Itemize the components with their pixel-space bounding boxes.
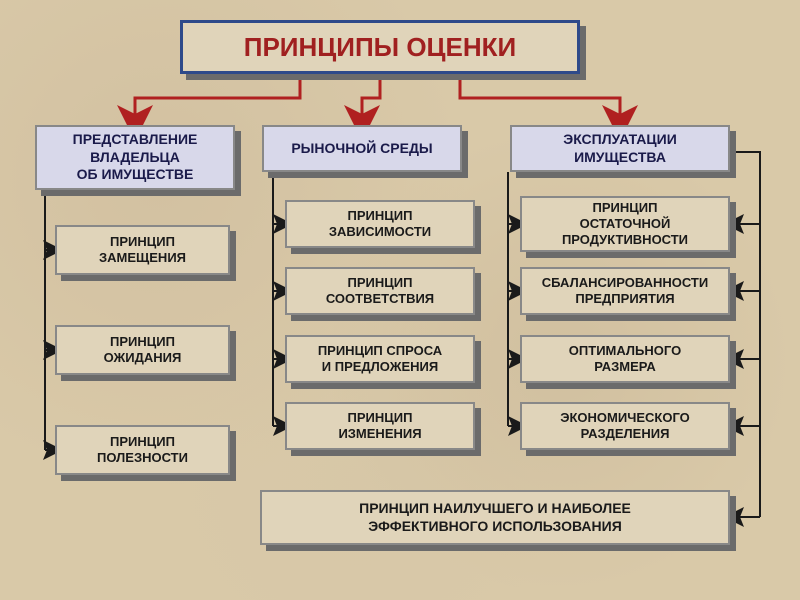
c3a-label: ПРИНЦИП ОСТАТОЧНОЙ ПРОДУКТИВНОСТИ xyxy=(562,200,688,249)
c2c-label: ПРИНЦИП СПРОСА И ПРЕДЛОЖЕНИЯ xyxy=(318,343,442,376)
c1a: ПРИНЦИП ЗАМЕЩЕНИЯ xyxy=(55,225,230,275)
bottom: ПРИНЦИП НАИЛУЧШЕГО И НАИБОЛЕЕ ЭФФЕКТИВНО… xyxy=(260,490,730,545)
cat1: ПРЕДСТАВЛЕНИЕ ВЛАДЕЛЬЦА ОБ ИМУЩЕСТВЕ xyxy=(35,125,235,190)
c1c: ПРИНЦИП ПОЛЕЗНОСТИ xyxy=(55,425,230,475)
c1b-label: ПРИНЦИП ОЖИДАНИЯ xyxy=(104,334,182,367)
c1b: ПРИНЦИП ОЖИДАНИЯ xyxy=(55,325,230,375)
cat2: РЫНОЧНОЙ СРЕДЫ xyxy=(262,125,462,172)
c2d-label: ПРИНЦИП ИЗМЕНЕНИЯ xyxy=(338,410,421,443)
c1c-label: ПРИНЦИП ПОЛЕЗНОСТИ xyxy=(97,434,188,467)
bottom-label: ПРИНЦИП НАИЛУЧШЕГО И НАИБОЛЕЕ ЭФФЕКТИВНО… xyxy=(359,500,631,535)
cat3-label: ЭКСПЛУАТАЦИИ ИМУЩЕСТВА xyxy=(563,131,677,166)
c3d-label: ЭКОНОМИЧЕСКОГО РАЗДЕЛЕНИЯ xyxy=(560,410,690,443)
title-box: ПРИНЦИПЫ ОЦЕНКИ xyxy=(180,20,580,74)
c1a-label: ПРИНЦИП ЗАМЕЩЕНИЯ xyxy=(99,234,186,267)
c3c: ОПТИМАЛЬНОГО РАЗМЕРА xyxy=(520,335,730,383)
c2b-label: ПРИНЦИП СООТВЕТСТВИЯ xyxy=(326,275,434,308)
c3b: СБАЛАНСИРОВАННОСТИ ПРЕДПРИЯТИЯ xyxy=(520,267,730,315)
title-box-label: ПРИНЦИПЫ ОЦЕНКИ xyxy=(244,31,516,64)
c3c-label: ОПТИМАЛЬНОГО РАЗМЕРА xyxy=(569,343,681,376)
c2c: ПРИНЦИП СПРОСА И ПРЕДЛОЖЕНИЯ xyxy=(285,335,475,383)
c3d: ЭКОНОМИЧЕСКОГО РАЗДЕЛЕНИЯ xyxy=(520,402,730,450)
c2a-label: ПРИНЦИП ЗАВИСИМОСТИ xyxy=(329,208,431,241)
cat2-label: РЫНОЧНОЙ СРЕДЫ xyxy=(291,140,432,158)
c2d: ПРИНЦИП ИЗМЕНЕНИЯ xyxy=(285,402,475,450)
cat1-label: ПРЕДСТАВЛЕНИЕ ВЛАДЕЛЬЦА ОБ ИМУЩЕСТВЕ xyxy=(73,131,198,184)
c2b: ПРИНЦИП СООТВЕТСТВИЯ xyxy=(285,267,475,315)
c3b-label: СБАЛАНСИРОВАННОСТИ ПРЕДПРИЯТИЯ xyxy=(542,275,708,308)
cat3: ЭКСПЛУАТАЦИИ ИМУЩЕСТВА xyxy=(510,125,730,172)
c2a: ПРИНЦИП ЗАВИСИМОСТИ xyxy=(285,200,475,248)
c3a: ПРИНЦИП ОСТАТОЧНОЙ ПРОДУКТИВНОСТИ xyxy=(520,196,730,252)
